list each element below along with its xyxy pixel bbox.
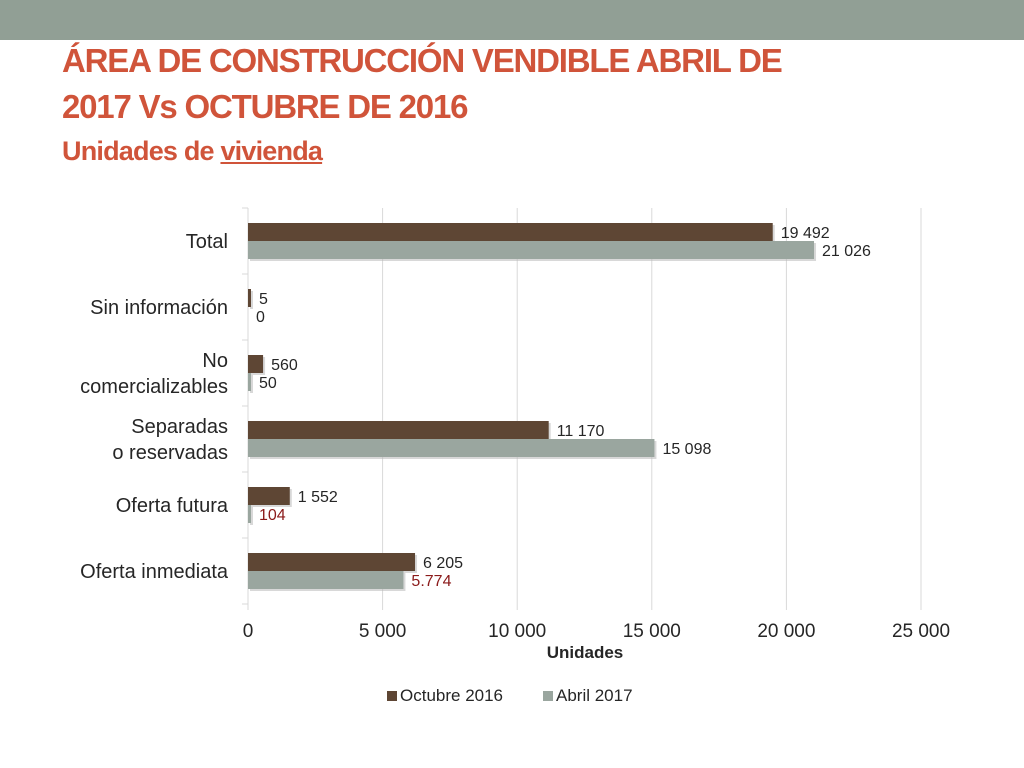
data-label: 104 [259,507,286,524]
category-label: Oferta inmediata [80,561,229,583]
category-label: Oferta futura [116,495,229,517]
category-label: o reservadas [112,442,228,464]
data-label: 21 026 [822,243,871,260]
bar-octubre-2016 [248,421,549,439]
data-label: 0 [256,309,265,326]
category-label: No [202,350,228,372]
x-tick-label: 5 000 [359,621,407,642]
data-label: 5 [259,291,268,308]
bar-shadow [250,375,253,393]
x-tick-label: 10 000 [488,621,546,642]
bar-shadow [250,507,253,525]
legend-octubre-2016-swatch [387,691,397,701]
legend-abril-2017-label: Abril 2017 [556,686,633,705]
subtitle-part-2: vivienda [220,136,323,166]
data-label: 560 [271,357,298,374]
slide-subtitle: Unidades de vivienda [62,134,323,168]
x-tick-label: 0 [243,621,254,642]
data-label: 1 552 [298,489,338,506]
subtitle-part-1: Unidades de [62,136,221,166]
slide-title-line-2: 2017 Vs OCTUBRE DE 2016 [62,88,468,125]
data-label: 19 492 [781,225,830,242]
bar-octubre-2016 [248,553,416,571]
x-tick-label: 20 000 [757,621,815,642]
data-label: 50 [259,375,277,392]
data-label: 6 205 [423,555,463,572]
data-label: 11 170 [557,423,605,440]
bar-abril-2017 [248,505,251,523]
bar-octubre-2016 [248,223,773,241]
x-axis-title: Unidades [547,643,624,662]
data-label: 5.774 [411,573,451,590]
bar-octubre-2016 [248,487,290,505]
slide-title-line-1: ÁREA DE CONSTRUCCIÓN VENDIBLE ABRIL DE [62,42,783,79]
legend-octubre-2016-label: Octubre 2016 [400,686,503,705]
bar-octubre-2016 [248,289,251,307]
category-label: comercializables [80,376,228,398]
bar-abril-2017 [248,241,815,259]
legend-abril-2017-swatch [543,691,553,701]
category-label: Sin información [90,297,228,319]
top-band [0,0,1024,40]
x-tick-label: 15 000 [623,621,681,642]
bar-shadow [250,291,253,309]
bar-abril-2017 [248,571,404,589]
data-label: 15 098 [662,441,711,458]
bar-abril-2017 [248,373,251,391]
category-label: Separadas [131,416,228,438]
x-tick-label: 25 000 [892,621,950,642]
bar-abril-2017 [248,439,655,457]
category-label: Total [186,231,228,253]
bar-octubre-2016 [248,355,264,373]
